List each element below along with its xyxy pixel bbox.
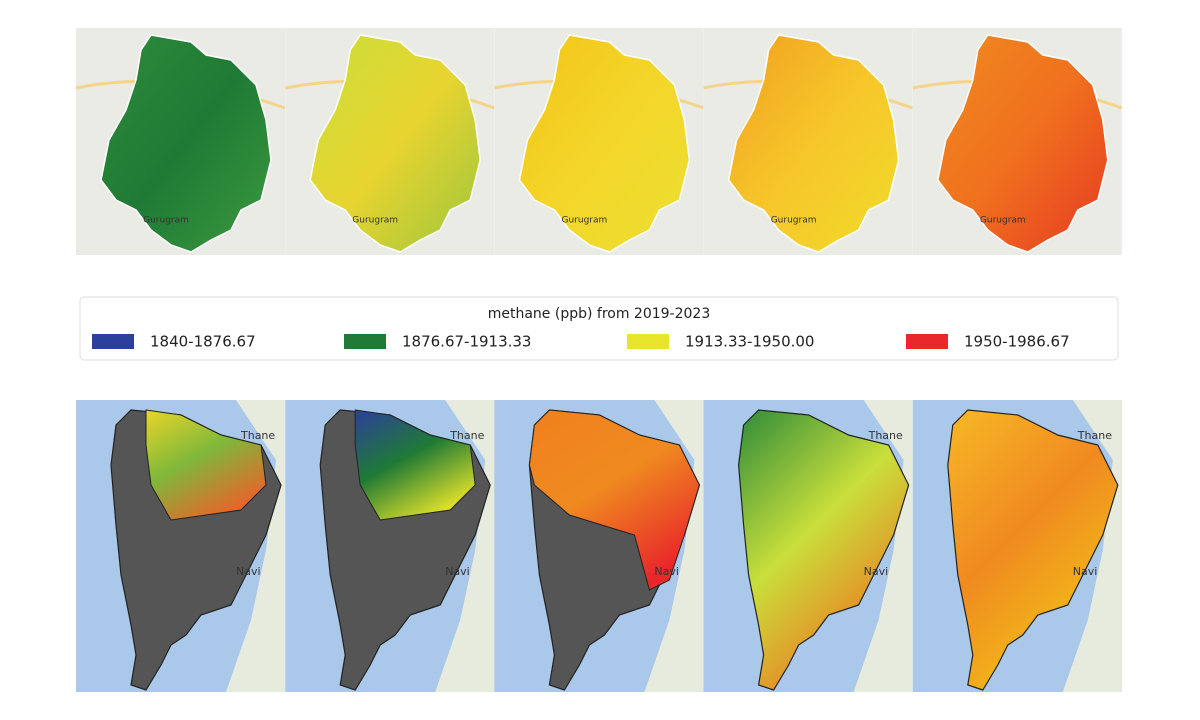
place-label: Gurugram <box>352 216 398 226</box>
mumbai-maps: Thane Navi Thane Navi Navi Thane Navi Thane Navi <box>76 400 1122 692</box>
place-label: Thane <box>868 429 903 442</box>
place-label: Thane <box>1077 429 1112 442</box>
place-label: Navi <box>236 565 261 578</box>
region <box>947 409 1119 691</box>
place-label: Navi <box>654 565 679 578</box>
legend-box <box>79 296 1119 361</box>
region <box>727 34 900 253</box>
delhi-maps: Gurugram Gurugram Gurugram Gurugram Gurugram <box>75 28 1123 255</box>
region <box>354 409 476 521</box>
place-label: Gurugram <box>980 216 1026 226</box>
place-label: Gurugram <box>771 216 817 226</box>
legend-title: methane (ppb) from 2019-2023 <box>488 306 711 322</box>
region <box>528 409 700 591</box>
legend-label: 1840-1876.67 <box>150 333 256 351</box>
legend-swatch <box>92 334 134 349</box>
region <box>936 34 1109 253</box>
legend: 1840-1876.67 1876.67-1913.33 1913.33-1950.… <box>92 333 1070 351</box>
place-label: Thane <box>240 429 275 442</box>
place-label: Navi <box>864 565 889 578</box>
legend-swatch <box>344 334 386 349</box>
region <box>100 34 272 253</box>
land <box>435 400 495 692</box>
legend-label: 1876.67-1913.33 <box>402 333 531 351</box>
land <box>853 400 913 692</box>
place-label: Gurugram <box>143 216 189 226</box>
region <box>518 34 691 253</box>
legend-swatch <box>906 334 948 349</box>
place-label: Navi <box>1073 565 1098 578</box>
legend-label: 1950-1986.67 <box>964 333 1070 351</box>
place-label: Navi <box>445 565 470 578</box>
place-label: Thane <box>449 429 484 442</box>
region <box>145 409 267 521</box>
legend-label: 1913.33-1950.00 <box>685 333 814 351</box>
place-label: Gurugram <box>562 216 608 226</box>
land <box>226 400 285 692</box>
land <box>644 400 704 692</box>
legend-swatch <box>627 334 669 349</box>
land <box>1062 400 1122 692</box>
region <box>309 34 481 253</box>
region <box>737 409 910 691</box>
